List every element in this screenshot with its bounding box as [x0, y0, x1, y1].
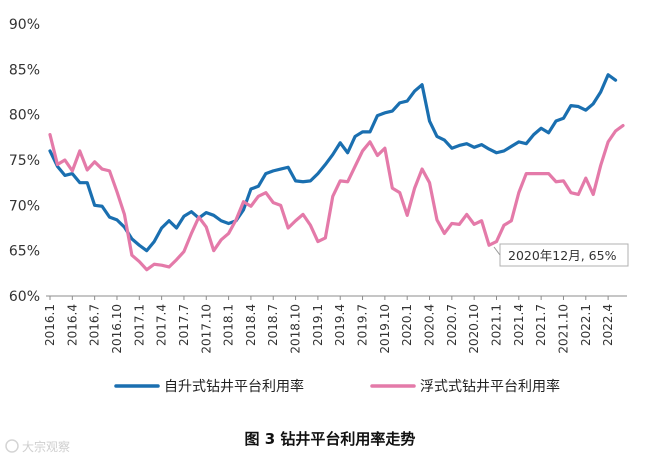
annotation-label: 2020年12月, 65% [508, 248, 617, 263]
x-tick-label: 2021.1 [489, 304, 503, 346]
x-tick-label: 2021.4 [512, 304, 526, 346]
x-tick-label: 2017.10 [199, 304, 213, 354]
y-tick-label: 90% [9, 17, 40, 33]
series-line-1 [48, 73, 618, 253]
y-tick-label: 75% [9, 153, 40, 169]
x-tick-label: 2020.1 [400, 304, 414, 346]
x-tick-label: 2016.1 [43, 304, 57, 346]
annotation-leader-line [493, 246, 501, 256]
y-axis: 60% 65% 70% 75% 80% 85% 90% [9, 17, 40, 305]
x-tick-label: 2017.7 [177, 304, 191, 346]
x-tick-label: 2020.10 [467, 304, 481, 354]
x-tick-label: 2021.7 [534, 304, 548, 346]
x-tick-label: 2016.4 [65, 304, 79, 346]
watermark-text: 大宗观察 [22, 439, 70, 454]
x-tick-label: 2018.4 [244, 304, 258, 346]
plot-area [48, 73, 625, 272]
x-tick-label: 2016.10 [110, 304, 124, 354]
x-tick-label: 2020.7 [445, 304, 459, 346]
watermark-logo-icon [5, 439, 19, 453]
x-tick-label: 2019.4 [333, 304, 347, 346]
series-line-2 [48, 123, 625, 272]
x-tick-label: 2019.1 [311, 304, 325, 346]
y-tick-label: 70% [9, 198, 40, 214]
y-tick-label: 60% [9, 289, 40, 305]
x-axis: 2016.1 2016.4 2016.7 2016.10 2017.1 2017.4 201… [43, 295, 627, 354]
y-tick-label: 85% [9, 62, 40, 78]
x-tick-label: 2019.7 [356, 304, 370, 346]
y-tick-label: 65% [9, 244, 40, 260]
figure-caption: 图 3 钻井平台利用率走势 [245, 430, 416, 448]
x-tick-label: 2018.10 [289, 304, 303, 354]
watermark: 大宗观察 [5, 439, 70, 454]
x-tick-label: 2017.1 [132, 304, 146, 346]
x-tick-label: 2018.1 [222, 304, 236, 346]
x-tick-label: 2019.10 [378, 304, 392, 354]
x-tick-label: 2018.7 [266, 304, 280, 346]
x-tick-label: 2021.10 [556, 304, 570, 354]
y-tick-label: 80% [9, 108, 40, 124]
x-tick-label: 2016.7 [88, 304, 102, 346]
legend: 自升式钻井平台利用率 浮式式钻井平台利用率 [114, 378, 560, 395]
x-tick-label: 2020.4 [423, 304, 437, 346]
legend-label-2: 浮式式钻井平台利用率 [420, 378, 560, 395]
x-tick-label: 2022.1 [579, 304, 593, 346]
x-tick-label: 2017.4 [155, 304, 169, 346]
x-tick-label: 2022.4 [601, 304, 615, 346]
legend-label-1: 自升式钻井平台利用率 [164, 378, 304, 395]
data-annotation: 2020年12月, 65% [493, 243, 629, 267]
